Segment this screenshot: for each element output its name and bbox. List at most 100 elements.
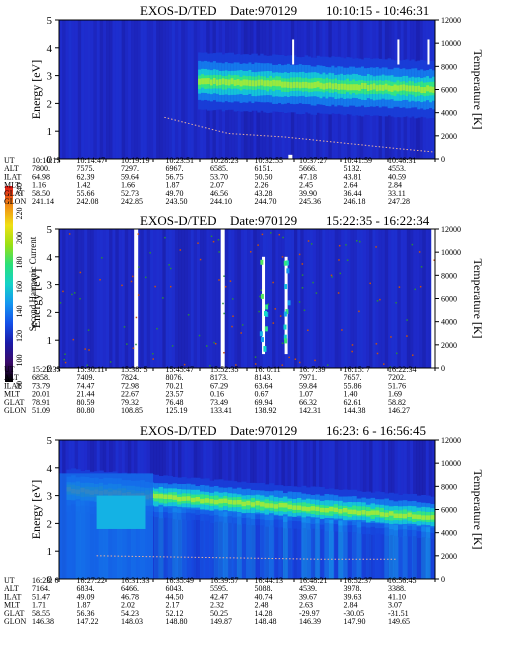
- low-energy-flux: [402, 525, 408, 579]
- panel-2: EXOS-D/TED Date:970129 15:22:35 - 16:22:34…: [4, 213, 485, 415]
- orbit-cell: 16:44:13: [255, 576, 283, 585]
- energy-band-segment: [295, 81, 300, 88]
- low-energy-flux: [200, 510, 206, 579]
- orbit-cell: 7575.: [77, 164, 95, 173]
- orbit-row-label: ALT: [4, 373, 19, 382]
- orbit-cell: 147.22: [77, 617, 99, 626]
- colorbar-tick-label: 140: [15, 306, 24, 318]
- spectrogram-texture: [93, 229, 97, 368]
- energy-band-segment: [319, 507, 325, 513]
- orbit-cell: 43.28: [255, 189, 273, 198]
- spectrogram-texture: [162, 229, 166, 368]
- energy-band-segment: [328, 82, 332, 89]
- energy-band-segment: [298, 82, 303, 89]
- orbit-cell: 15:22:35: [32, 365, 60, 374]
- burst-flux: [285, 260, 289, 266]
- spectrogram-texture: [137, 20, 141, 159]
- energy-band-segment: [213, 499, 219, 505]
- y-tick-label: 1: [47, 546, 53, 558]
- energy-band-segment: [163, 494, 169, 500]
- spectrogram-texture: [281, 229, 285, 368]
- orbit-cell: 2.63: [299, 601, 313, 610]
- energy-band-segment: [399, 84, 403, 91]
- energy-band-segment: [177, 496, 183, 502]
- orbit-row-label: GLON: [4, 197, 26, 206]
- spectrogram-texture: [102, 20, 107, 159]
- energy-band-segment: [375, 510, 381, 515]
- noise-speck: [164, 236, 166, 239]
- spectrogram-texture: [362, 229, 367, 368]
- colorbar-tick-label: 80: [15, 381, 24, 389]
- orbit-cell: 148.03: [121, 617, 143, 626]
- energy-band-segment: [224, 79, 229, 86]
- noise-speck: [210, 235, 213, 238]
- spectrogram-texture: [406, 229, 411, 368]
- noise-speck: [84, 348, 86, 350]
- energy-band-segment: [356, 510, 362, 516]
- noise-speck: [294, 358, 297, 360]
- spectrogram-texture: [134, 20, 138, 159]
- orbit-cell: -29.97: [299, 609, 320, 618]
- early-flux-core: [96, 495, 146, 529]
- orbit-cell: 10:46:31: [388, 156, 416, 165]
- orbit-cell: 39.67: [299, 592, 317, 601]
- y-tick-label: 0: [47, 363, 53, 375]
- low-energy-flux: [301, 517, 307, 579]
- spectrogram-texture: [337, 229, 342, 368]
- noise-speck: [235, 364, 237, 366]
- y2-tick-label: 12000: [441, 225, 461, 234]
- orbit-cell: 49.70: [166, 189, 184, 198]
- orbit-cell: 6834.: [77, 584, 95, 593]
- orbit-cell: 15:30:11: [77, 365, 105, 374]
- burst-flux: [283, 324, 287, 330]
- temperature-trace: [96, 555, 398, 560]
- colorbar: 80 100 120 140 160 180 200 220 240 Second Harmoni…: [5, 183, 38, 389]
- orbit-cell: 72.98: [121, 381, 139, 390]
- y2-tick-label: 8000: [441, 271, 457, 280]
- panel-date: Date:970129: [230, 213, 297, 228]
- orbit-cell: 1.40: [344, 390, 358, 399]
- low-energy-flux: [264, 514, 270, 579]
- orbit-row-label: UT: [4, 156, 15, 165]
- energy-band-segment: [313, 82, 317, 89]
- panel-title: EXOS-D/TED: [140, 3, 217, 18]
- orbit-cell: 149.87: [210, 617, 232, 626]
- y2-tick-label: 6000: [441, 86, 457, 95]
- flux-spike: [427, 39, 430, 65]
- noise-speck: [406, 319, 408, 321]
- y-tick-label: 3: [47, 280, 53, 292]
- burst-line: [284, 256, 288, 355]
- orbit-cell: 16:31:33: [121, 576, 149, 585]
- spectrogram-texture: [65, 229, 69, 368]
- low-energy-flux: [365, 522, 371, 579]
- energy-band-segment: [334, 83, 338, 90]
- orbit-cell: 47.18: [299, 172, 317, 181]
- orbit-cell: 16:52:37: [344, 576, 372, 585]
- spectrogram-texture: [297, 229, 301, 368]
- energy-band-segment: [269, 80, 273, 87]
- spectrogram-texture: [400, 229, 404, 368]
- low-energy-flux: [379, 523, 385, 579]
- spectrogram-texture: [200, 229, 204, 368]
- burst-line: [262, 256, 266, 355]
- orbit-cell: 16:23: 6: [32, 576, 58, 585]
- orbit-cell: 147.90: [344, 617, 366, 626]
- orbit-cell: 43.81: [344, 172, 362, 181]
- orbit-cell: 2.84: [344, 601, 358, 610]
- colorbar-scale: [5, 186, 13, 382]
- orbit-cell: 74.47: [77, 381, 95, 390]
- energy-band-segment: [329, 506, 335, 512]
- low-energy-flux: [296, 517, 302, 579]
- noise-speck: [130, 280, 133, 283]
- low-energy-flux: [352, 521, 358, 579]
- energy-band-segment: [200, 498, 206, 504]
- orbit-cell: 4539.: [299, 584, 317, 593]
- noise-speck: [303, 309, 306, 312]
- energy-band-segment: [251, 80, 255, 87]
- noise-speck: [267, 303, 269, 306]
- noise-speck: [179, 249, 182, 251]
- spectrogram-texture: [334, 229, 339, 368]
- orbit-cell: 52.73: [121, 189, 139, 198]
- energy-band-segment: [227, 499, 233, 505]
- orbit-cell: -31.51: [388, 609, 409, 618]
